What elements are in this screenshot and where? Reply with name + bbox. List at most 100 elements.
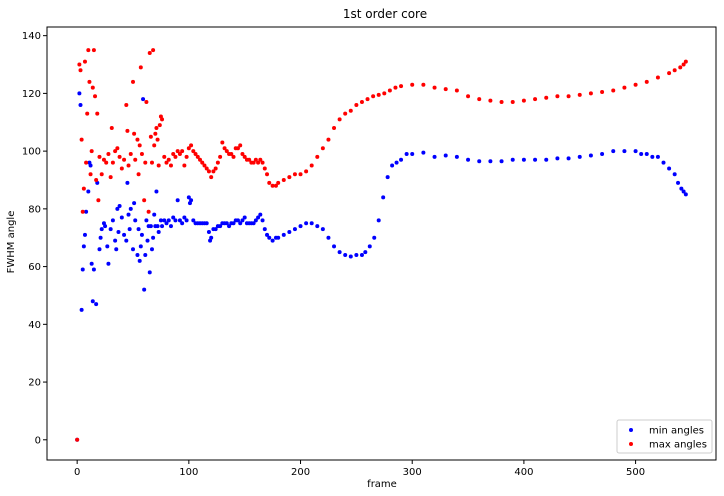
data-point <box>260 160 265 165</box>
data-point <box>77 91 82 96</box>
data-point <box>477 97 482 102</box>
data-point <box>510 157 515 162</box>
y-tick-label: 40 <box>28 320 41 331</box>
data-point <box>91 48 96 53</box>
data-point <box>130 79 135 84</box>
data-point <box>162 154 167 159</box>
data-point <box>315 154 320 159</box>
data-point <box>681 189 686 194</box>
data-point <box>359 253 364 258</box>
data-point <box>186 195 191 200</box>
data-point <box>678 65 683 70</box>
data-point <box>348 108 353 113</box>
data-point <box>265 172 270 177</box>
data-point <box>292 227 297 232</box>
data-point <box>82 232 87 237</box>
data-point <box>139 232 144 237</box>
data-point <box>676 180 681 185</box>
data-point <box>443 87 448 92</box>
data-point <box>365 97 370 102</box>
data-point <box>577 154 582 159</box>
data-point <box>213 166 218 171</box>
data-point <box>315 224 320 229</box>
data-point <box>186 146 191 151</box>
legend-entry: min angles <box>649 426 704 437</box>
data-point <box>146 209 151 214</box>
data-point <box>270 238 275 243</box>
data-point <box>454 154 459 159</box>
data-point <box>204 221 209 226</box>
data-point <box>533 157 538 162</box>
data-point <box>683 59 688 64</box>
data-point <box>555 156 560 161</box>
data-point <box>354 253 359 258</box>
x-tick-label: 100 <box>179 467 198 478</box>
data-point <box>382 91 387 96</box>
data-point <box>79 307 84 312</box>
data-point <box>644 152 649 157</box>
data-point <box>132 131 137 136</box>
data-point <box>108 175 113 180</box>
data-point <box>86 189 91 194</box>
data-point <box>276 235 281 240</box>
data-point <box>672 68 677 73</box>
data-point <box>298 224 303 229</box>
data-point <box>588 91 593 96</box>
data-point <box>260 218 265 223</box>
legend-box <box>616 419 713 454</box>
data-point <box>454 88 459 93</box>
data-point <box>555 94 560 99</box>
legend-entry: max angles <box>649 440 707 451</box>
data-point <box>381 195 386 200</box>
data-point <box>667 166 672 171</box>
data-point <box>96 198 101 203</box>
plot-area <box>47 27 716 460</box>
data-point <box>142 198 147 203</box>
data-point <box>152 212 157 217</box>
data-point <box>276 180 281 185</box>
y-tick-label: 60 <box>28 262 41 273</box>
data-point <box>132 201 137 206</box>
data-point <box>622 85 627 90</box>
data-point <box>82 59 87 64</box>
data-point <box>160 117 165 122</box>
data-point <box>270 183 275 188</box>
data-point <box>81 244 86 249</box>
data-point <box>265 232 270 237</box>
data-point <box>253 218 258 223</box>
data-point <box>611 88 616 93</box>
data-point <box>104 160 109 165</box>
data-point <box>235 146 240 151</box>
data-point <box>158 218 163 223</box>
data-point <box>155 224 160 229</box>
data-point <box>224 221 229 226</box>
data-point <box>466 157 471 162</box>
x-tick-label: 400 <box>514 467 533 478</box>
y-tick-label: 0 <box>35 435 41 446</box>
data-point <box>410 82 415 87</box>
data-point <box>633 149 638 154</box>
data-point <box>633 82 638 87</box>
data-point <box>94 177 99 182</box>
data-point <box>87 79 92 84</box>
data-point <box>90 299 95 304</box>
data-point <box>99 172 104 177</box>
data-point <box>240 218 245 223</box>
data-point <box>143 253 148 258</box>
data-point <box>81 186 86 191</box>
data-point <box>137 143 142 148</box>
data-point <box>175 149 180 154</box>
data-point <box>147 50 152 55</box>
data-point <box>143 160 148 165</box>
data-point <box>154 126 159 131</box>
data-point <box>173 218 178 223</box>
data-point <box>611 149 616 154</box>
data-point <box>141 97 146 102</box>
data-point <box>78 102 83 107</box>
data-point <box>75 437 80 442</box>
data-point <box>115 146 120 151</box>
data-point <box>242 154 247 159</box>
data-point <box>156 163 161 168</box>
data-point <box>128 206 133 211</box>
data-point <box>432 85 437 90</box>
